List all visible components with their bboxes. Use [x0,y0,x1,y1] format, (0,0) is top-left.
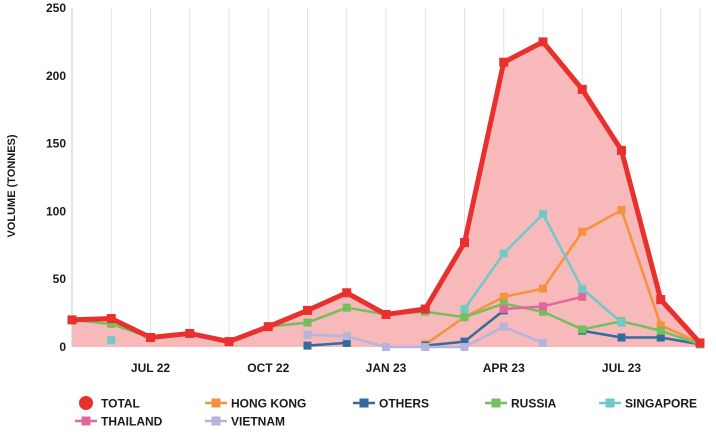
data-point-others [617,333,626,342]
legend-item-vietnam: VIETNAM [205,415,285,429]
data-point-others [656,333,665,342]
legend-marker [79,396,93,410]
legend-marker [81,416,91,426]
data-point-vietnam [539,338,547,347]
data-point-total [146,333,155,343]
data-point-others [460,337,469,346]
x-tick-label: JAN 23 [366,361,407,375]
data-point-total [538,37,548,47]
x-tick-label: APR 23 [483,361,525,375]
y-tick-label: 150 [46,137,66,151]
data-point-total [263,322,273,332]
legend-item-thailand: THAILAND [75,415,163,429]
data-point-vietnam [421,343,430,351]
data-point-singapore [460,305,469,314]
legend-label: VIETNAM [231,415,285,429]
data-point-vietnam [460,343,469,351]
legend-item-others: OTHERS [353,397,429,411]
data-point-russia [499,299,508,308]
data-point-total [617,145,626,155]
data-point-total [303,305,312,315]
y-tick-label: 100 [46,204,66,218]
data-point-others [303,341,312,350]
data-point-vietnam [382,343,390,351]
data-point-total [185,328,195,338]
legend-label: HONG KONG [231,397,306,411]
legend-marker [605,398,615,408]
x-tick-label: JUL 23 [602,361,641,375]
legend-label: TOTAL [101,397,140,411]
series-line-others [581,329,702,346]
data-point-hong-kong [617,206,626,215]
total-area-fill [72,41,700,348]
data-point-hong-kong [539,284,547,293]
data-point-russia [460,313,469,322]
data-point-total [106,314,116,324]
data-point-thailand [539,302,547,311]
data-point-total [420,304,430,314]
data-point-thailand [499,305,508,314]
y-tick-label: 200 [46,69,66,83]
series-layer [67,37,705,351]
legend-item-singapore: SINGAPORE [599,397,697,411]
data-point-singapore [617,318,626,327]
data-point-total [342,288,352,298]
y-tick-label: 0 [59,340,66,354]
data-point-singapore [578,284,587,293]
legend-label: OTHERS [379,397,429,411]
data-point-hong-kong [578,227,587,236]
legend-label: SINGAPORE [625,397,697,411]
legend: TOTAL HONG KONG OTHERS RUSSIA SINGAPORE THAIL… [75,396,697,429]
data-point-russia [656,326,665,335]
legend-marker [211,398,221,408]
data-point-total [499,57,509,67]
data-point-vietnam [342,332,351,341]
series-singapore [107,210,626,345]
data-point-russia [303,318,312,327]
data-point-hong-kong [499,292,508,301]
label-layer: VOLUME (TONNES) [6,134,18,237]
data-point-total [67,315,77,325]
legend-marker [359,398,369,408]
y-axis-title: VOLUME (TONNES) [6,134,18,237]
y-tick-label: 50 [53,272,67,286]
series-thailand [499,292,587,314]
legend-item-hong-kong: HONG KONG [205,397,306,411]
data-point-vietnam [303,330,312,339]
x-tick-label: OCT 22 [247,361,289,375]
data-point-singapore [539,210,547,219]
series-vietnam [303,322,547,351]
axis-layer: 0 50 100 150 200 250 JUL 22 OCT 22 JAN 23 APR 23 J… [46,1,641,375]
data-point-russia [107,319,116,328]
series-total [67,37,705,348]
series-line-others [306,341,348,347]
data-point-thailand [578,292,587,301]
legend-label: RUSSIA [511,397,557,411]
data-point-hong-kong [656,321,665,330]
legend-marker [211,416,221,426]
data-point-total [460,238,469,248]
data-point-others [342,338,351,347]
data-point-total [695,338,705,348]
legend-item-total: TOTAL [79,396,140,411]
data-point-russia [578,325,587,334]
data-point-total [577,84,587,94]
data-point-russia [342,303,351,312]
legend-marker [491,398,501,408]
y-tick-label: 250 [46,1,66,15]
data-point-singapore [499,249,508,258]
legend-item-russia: RUSSIA [485,397,557,411]
fill-layer [72,41,700,348]
legend-label: THAILAND [101,415,163,429]
x-tick-label: JUL 22 [131,361,170,375]
data-point-vietnam [499,322,508,331]
data-point-singapore [107,336,116,345]
data-point-total [656,295,666,305]
data-point-total [224,337,234,347]
data-point-total [381,309,391,319]
data-point-russia [539,307,547,316]
